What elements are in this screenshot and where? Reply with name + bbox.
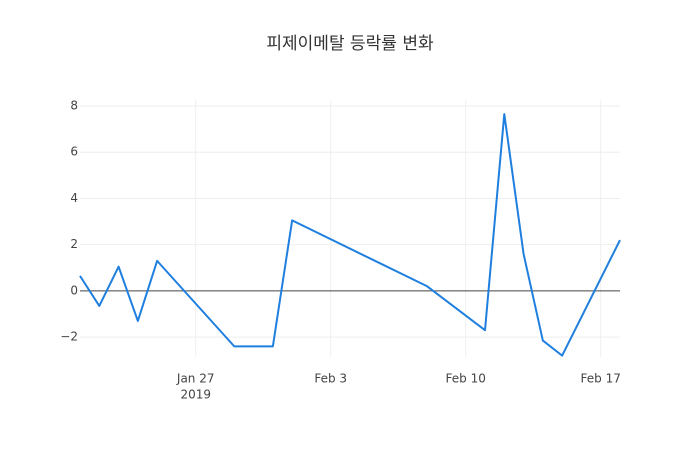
y-tick-label: 8 (70, 99, 78, 113)
x-tick-label: Jan 27 (176, 372, 215, 386)
x-tick-label: Feb 10 (446, 372, 486, 386)
y-tick-label: 4 (70, 191, 78, 205)
x-tick-label: Feb 17 (581, 372, 621, 386)
chart-title: 피제이메탈 등락률 변화 (266, 34, 434, 54)
y-tick-label: −2 (60, 330, 78, 344)
data-line (79, 113, 621, 357)
x-year-label: 2019 (180, 388, 211, 402)
y-tick-label: 2 (70, 237, 78, 251)
y-tick-label: 6 (70, 145, 78, 159)
y-tick-label: 0 (70, 283, 78, 297)
x-tick-label: Feb 3 (314, 372, 347, 386)
